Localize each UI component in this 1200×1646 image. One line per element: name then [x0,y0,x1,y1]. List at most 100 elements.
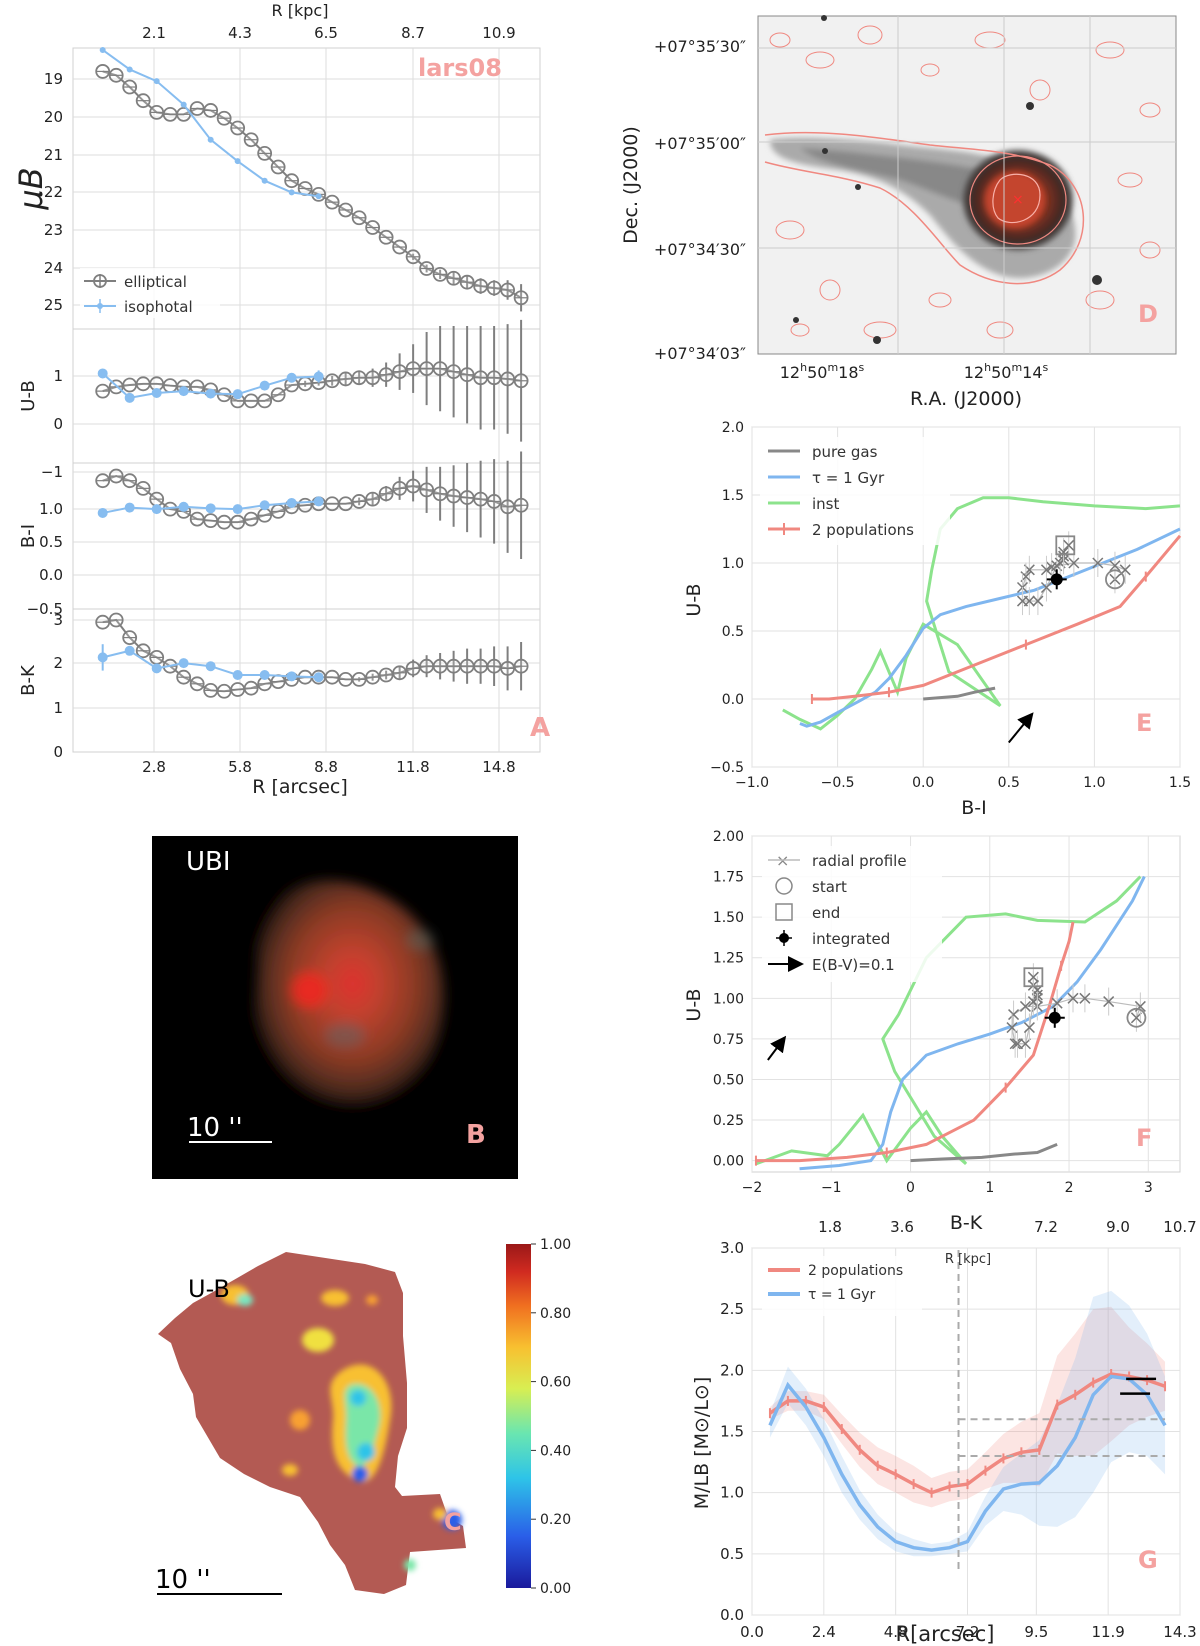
isophotal-point [126,66,133,73]
isophotal-point [124,392,135,403]
x-tick-label: 7.2 [956,1623,980,1641]
y-tick-label: 20 [44,108,63,126]
panel-letter-e: E [1136,709,1152,737]
radial-profile-point [1009,1038,1021,1050]
top-tick-label: 2.1 [142,24,166,42]
panel-d-grid [758,16,1176,354]
panel-d-noise-contours [769,25,1161,339]
y-tick-label: 1.50 [713,910,744,926]
radial-profile-point [1027,971,1039,983]
isophotal-point [178,658,189,669]
panel-d-tick-dec-0: +07°35′30″ [654,37,746,56]
radial-profile-point [1068,557,1080,569]
panel-c-map-region [158,1252,466,1594]
panel-c-ub-map: U-B 10 '' C 1.00 0.80 0.60 0.40 0.20 0.00 [155,1237,571,1597]
panel-d-center-marker: × [1012,192,1024,208]
x-tick-label: 14.3 [1163,1623,1196,1641]
radial-profile-point [1023,595,1035,607]
y-tick-label: 2.0 [720,1361,744,1379]
panel-a-bk-subplot: 0 1 2 3 B-K [18,608,541,761]
panel-b-label: UBI [186,847,231,877]
uncertainty-band [769,1290,1166,1557]
x-tick-label: 9.5 [1024,1623,1048,1641]
radial-profile-point [1032,595,1044,607]
isophotal-point [313,672,324,683]
isophotal-point [259,670,270,680]
panel-g-plot: 0.0 2.4 4.8 7.2 9.5 11.9 14.3 0.0 0.5 1.0 1.5 2.0 2.… [720,1218,1197,1641]
radial-profile-point [1040,581,1052,594]
top-tick-label: 6.5 [314,24,338,42]
x-tick-label: −2 [742,1180,763,1196]
radial-profile-point [1109,560,1121,572]
start-marker [1126,1007,1147,1028]
panel-d-tick-ra-0: 12h50m18s [780,361,865,382]
panel-a-profiles: R [kpc] 2.1 4.3 6.5 8.7 10.9 19202122232425μ… [12,1,550,798]
y-tick-label: 1.5 [720,1423,744,1441]
panel-c-colorbar [506,1244,531,1588]
panel-f-legend: × radial profile start end integrated E(… [762,846,942,982]
y-tick-label: 22 [44,183,63,201]
panel-g-ylabel: M/LB [M⊙/L⊙] [691,1377,713,1510]
extinction-arrow [767,1035,787,1061]
y-axis-label: μB [12,167,50,210]
radial-profile-point [1051,997,1063,1009]
isophotal-point [205,388,216,399]
x-tick-label: 0.0 [912,775,934,791]
y-tick-label: 21 [44,146,63,164]
top-tick-label: 1.8 [818,1218,842,1236]
top-tick-label: 3.6 [890,1218,914,1236]
y-tick-label: 1.00 [713,991,744,1007]
isophotal-point [99,46,106,53]
y-tick-label: 0.00 [713,1154,744,1170]
panel-a-bottom-ticks: 2.8 5.8 8.8 11.8 14.8 [142,758,516,776]
panel-d-sky-image: × +07°35′30″ +07°35′00″ +07°34′30″ +07°3… [620,15,1177,410]
colorbar-tick-label: 0.20 [540,1512,571,1528]
isophotal-point [97,652,108,663]
isophotal-point [259,500,270,511]
legend-ebv: E(B-V)=0.1 [812,956,895,974]
top-tick-label: 10.7 [1163,1218,1196,1236]
pure-gas-track [923,686,996,701]
isophotal-point [259,380,270,391]
radial-profile-point [1079,992,1091,1004]
radial-profile-point [1019,1038,1031,1050]
radial-profile-point [1130,1012,1142,1024]
tau-track [799,527,1181,728]
subplot-frame [72,608,541,753]
isophotal-point [232,389,243,400]
isophotal-point [151,387,162,398]
y-axis-label: B-K [18,664,39,696]
isophotal-point [151,504,162,515]
integrated-marker [1048,1011,1061,1024]
isophotal-point [232,670,243,680]
y-tick-label: 24 [44,259,63,277]
panel-c-label: U-B [188,1275,230,1303]
y-tick-label: 2.00 [713,829,744,845]
y-tick-label: 25 [44,296,63,314]
legend-start: start [812,878,847,896]
start-marker [1105,569,1125,590]
isophotal-point [205,503,216,514]
y-tick-label: 1.0 [39,500,63,518]
y-tick-label: 1.25 [713,951,744,967]
subplot-frame [72,328,541,464]
panel-letter-g: G [1138,1546,1158,1574]
panel-b-ubi-image: UBI 10 '' B [152,836,518,1179]
top-tick-label: 9.0 [1106,1218,1130,1236]
isophotal-point [315,193,322,200]
panel-e-legend: pure gas τ = 1 Gyr inst 2 populations [760,437,950,545]
y-tick-label: 23 [44,221,63,239]
isophotal-point [232,504,243,515]
inst-track [755,875,1142,1166]
panel-a-bi-subplot: −0.5 0.0 0.5 1.0 −1 B-I [18,451,541,618]
y-axis-label: B-I [18,524,39,548]
radial-profile-point [1023,1022,1035,1034]
panel-letter-f: F [1136,1124,1152,1152]
radial-profile-point [1040,564,1052,576]
panel-a-top-ticks: 2.1 4.3 6.5 8.7 10.9 [142,24,516,42]
isophotal-point [313,371,324,382]
isophotal-point [178,386,189,397]
isophotal-point [207,136,214,143]
y-tick-label: 1.0 [722,556,744,572]
